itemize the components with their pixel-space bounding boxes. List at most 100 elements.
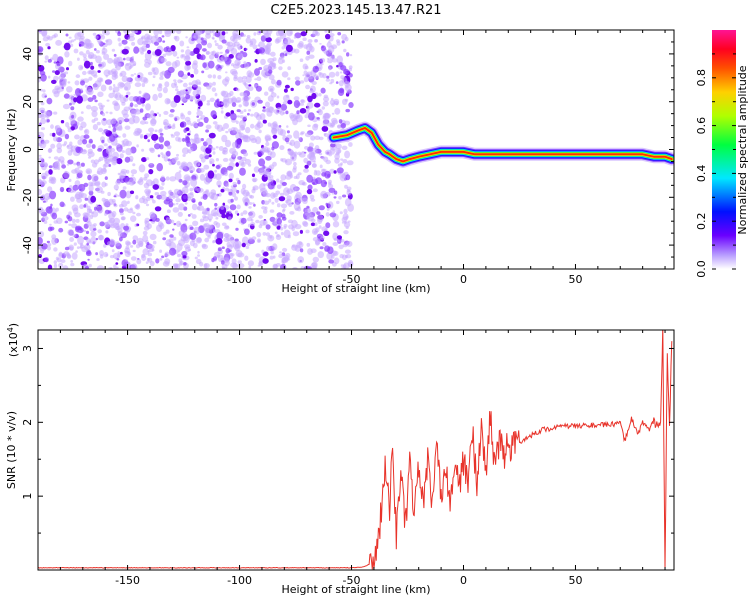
- noise-cell: [103, 244, 107, 248]
- noise-cell: [64, 51, 70, 58]
- noise-cell: [242, 95, 250, 103]
- noise-cell: [209, 54, 215, 60]
- noise-cell: [215, 238, 223, 245]
- noise-cell: [166, 145, 172, 150]
- noise-cell: [79, 246, 83, 249]
- noise-cell: [164, 125, 169, 130]
- noise-cell: [200, 94, 207, 102]
- noise-cell: [340, 158, 344, 161]
- noise-cell: [197, 118, 201, 123]
- noise-cell: [174, 117, 178, 122]
- noise-cell: [147, 71, 153, 76]
- noise-cell: [76, 95, 83, 104]
- noise-cell: [168, 192, 175, 198]
- noise-cell: [312, 65, 319, 73]
- noise-cell: [332, 261, 337, 267]
- noise-cell: [272, 57, 277, 62]
- noise-cell: [148, 163, 155, 168]
- noise-cell: [40, 118, 46, 125]
- noise-cell: [82, 53, 87, 59]
- noise-cell: [306, 205, 310, 209]
- noise-cell: [97, 159, 101, 163]
- snr-scale-close: ): [7, 323, 20, 327]
- noise-cell: [151, 133, 159, 141]
- noise-cell: [331, 117, 338, 124]
- noise-cell: [246, 35, 251, 39]
- noise-cell: [92, 94, 97, 100]
- noise-cell: [257, 239, 261, 243]
- noise-cell: [91, 174, 99, 182]
- noise-cell: [333, 98, 340, 105]
- noise-cell: [95, 55, 102, 64]
- noise-cell: [142, 248, 150, 256]
- noise-cell: [115, 188, 119, 191]
- noise-cell: [262, 106, 266, 109]
- noise-cell: [188, 86, 193, 91]
- noise-cell: [94, 48, 97, 51]
- noise-cell: [124, 156, 131, 163]
- noise-cell: [179, 40, 185, 47]
- noise-cell: [163, 110, 169, 115]
- noise-cell: [154, 143, 161, 150]
- noise-cell: [276, 184, 282, 190]
- noise-cell: [88, 184, 94, 192]
- noise-cell: [248, 265, 252, 269]
- noise-cell: [113, 264, 117, 269]
- noise-cell: [317, 251, 324, 259]
- noise-cell: [239, 167, 246, 176]
- noise-cell: [338, 195, 342, 200]
- noise-cell: [165, 150, 171, 157]
- noise-cell: [48, 75, 51, 79]
- noise-cell: [341, 33, 348, 41]
- noise-cell: [193, 160, 201, 168]
- noise-cell: [210, 209, 218, 217]
- noise-cell: [170, 133, 174, 136]
- noise-cell: [281, 256, 289, 264]
- noise-cell: [344, 184, 348, 189]
- noise-cell: [261, 249, 265, 254]
- noise-cell: [321, 106, 325, 110]
- noise-cell: [48, 147, 53, 153]
- noise-cell: [155, 217, 160, 222]
- noise-cell: [307, 266, 312, 269]
- noise-cell: [158, 136, 165, 143]
- noise-cell: [176, 160, 181, 166]
- noise-cell: [281, 213, 286, 219]
- noise-cell: [266, 42, 272, 47]
- x-tick-label: 0: [460, 273, 467, 286]
- noise-cell: [108, 145, 112, 149]
- noise-cell: [88, 263, 92, 268]
- noise-cell: [145, 44, 150, 48]
- noise-cell: [80, 80, 85, 86]
- noise-cell: [39, 107, 46, 113]
- noise-cell: [202, 62, 207, 69]
- noise-cell: [101, 47, 108, 54]
- noise-cell: [54, 124, 61, 133]
- noise-cell: [221, 134, 228, 143]
- noise-cell: [113, 84, 116, 87]
- noise-cell: [123, 57, 126, 61]
- noise-cell: [159, 186, 164, 191]
- noise-cell: [86, 170, 91, 174]
- noise-cell: [188, 143, 193, 148]
- noise-cell: [130, 169, 138, 175]
- noise-cell: [56, 142, 62, 150]
- noise-cell: [189, 226, 194, 230]
- noise-cell: [125, 56, 131, 62]
- noise-cell: [201, 243, 207, 248]
- noise-cell: [176, 30, 182, 34]
- noise-cell: [265, 37, 272, 43]
- noise-cell: [129, 159, 133, 163]
- noise-cell: [145, 103, 151, 111]
- noise-cell: [70, 106, 75, 111]
- noise-cell: [334, 107, 341, 115]
- noise-cell: [335, 71, 340, 77]
- noise-cell: [306, 189, 313, 195]
- noise-cell: [195, 237, 202, 244]
- noise-cell: [224, 84, 227, 87]
- noise-cell: [181, 250, 188, 257]
- noise-cell: [285, 44, 293, 53]
- snr-series-line: [38, 330, 673, 570]
- y-tick-label: 20: [21, 95, 34, 109]
- noise-cell: [84, 129, 88, 133]
